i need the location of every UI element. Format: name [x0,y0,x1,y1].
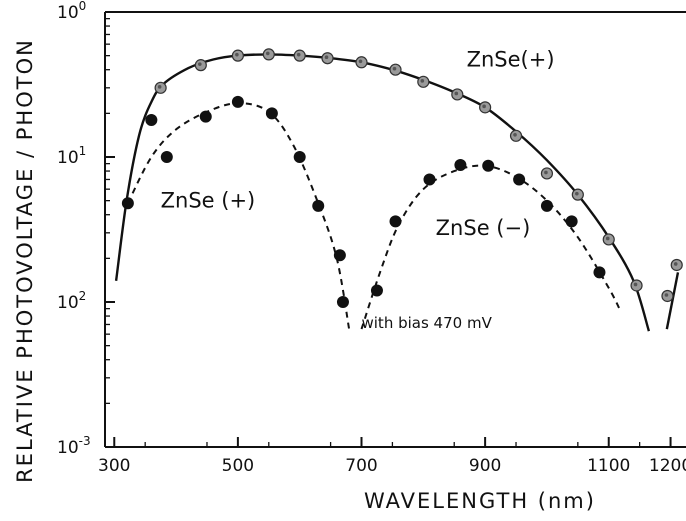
data-point [509,129,523,142]
data-point [262,48,275,61]
data-point-marker [540,199,553,212]
y-axis-title: RELATIVE PHOTOVOLTAGE / PHOTON [13,38,37,483]
data-point-marker [593,266,606,279]
data-point [540,199,553,212]
data-point-marker [333,249,346,262]
data-point-core [157,85,162,89]
x-tick-label: 700 [345,456,377,476]
data-point [513,173,526,186]
data-point [145,113,158,126]
y-tick-label: 10-3 [57,434,91,458]
x-tick-label: 900 [469,456,501,476]
data-point-marker [336,296,349,308]
data-point [571,188,584,201]
series-line-1 [114,53,651,332]
data-point-marker [312,199,325,212]
annotation-label: ZnSe (−) [436,216,531,240]
x-tick-label: 1100 [587,456,630,476]
x-tick-label: 1200 [649,456,686,476]
data-point-core [482,104,486,109]
x-tick-label: 500 [222,456,254,476]
data-point-core [664,293,669,297]
data-point-core [420,79,425,83]
data-point [194,59,207,72]
data-point-marker [482,159,495,172]
data-point-marker [513,173,526,186]
data-point [333,249,346,262]
annotation-label: ZnSe (+) [161,188,256,212]
axes [104,11,686,448]
data-point-marker [145,113,158,126]
data-point [370,284,383,297]
annotation-label: ZnSe(+) [467,48,555,72]
data-point-core [513,133,517,137]
data-point [423,173,436,186]
x-tick-label: 300 [98,456,130,476]
y-tick-label: 102 [57,289,86,313]
annotation-label: with bias 470 mV [362,314,493,332]
data-point-core [324,55,329,60]
data-point-core [265,51,270,56]
data-point [389,63,402,76]
data-points [121,48,683,308]
data-point [417,75,430,88]
data-point [593,266,606,279]
y-tick-label: 101 [57,144,86,168]
data-point [454,159,467,172]
data-point-marker [389,215,402,228]
data-point [630,279,643,292]
data-point [231,95,244,108]
series-line-2 [127,102,351,330]
data-point [154,81,167,94]
data-point-marker [265,107,278,120]
data-point [661,289,674,303]
data-point [479,101,492,114]
data-point [540,167,554,180]
data-point-marker [293,151,306,163]
data-point [293,49,306,62]
data-point-core [454,91,459,96]
data-point [231,49,244,62]
data-point-marker [160,151,173,163]
data-point [265,107,278,120]
data-point-core [358,59,363,64]
data-point [482,159,495,172]
data-point [389,215,402,228]
data-point [565,215,578,228]
y-tick-label: 100 [57,0,86,23]
series-line-3 [360,164,622,330]
data-point-core [235,52,239,57]
data-point-core [633,282,638,287]
data-point-core [544,170,548,175]
data-point-core [575,191,579,196]
data-point [121,197,134,210]
data-point-core [673,262,678,266]
data-point-marker [423,173,436,186]
data-point-marker [565,215,578,228]
data-point-core [392,66,397,71]
series-line-1-tail [665,272,680,330]
data-point [199,110,212,123]
data-point-marker [199,110,212,123]
data-point-core [296,52,301,57]
data-point [336,296,349,308]
labels: 100 101 102 10-3 300 500 700 900 1100 1200 WAVELEN… [13,0,686,513]
data-point-marker [231,95,244,108]
data-point-marker [121,197,134,210]
data-point [355,56,368,69]
data-point [312,199,325,212]
data-point [670,258,683,272]
data-point-marker [370,284,383,297]
data-point [451,88,464,101]
data-point-marker [454,159,467,172]
data-point [293,151,306,163]
x-axis-title: WAVELENGTH (nm) [364,489,596,513]
data-point-core [198,62,202,66]
data-point-core [605,236,610,241]
data-point [321,52,334,65]
data-point [160,151,173,163]
data-point [602,233,615,246]
